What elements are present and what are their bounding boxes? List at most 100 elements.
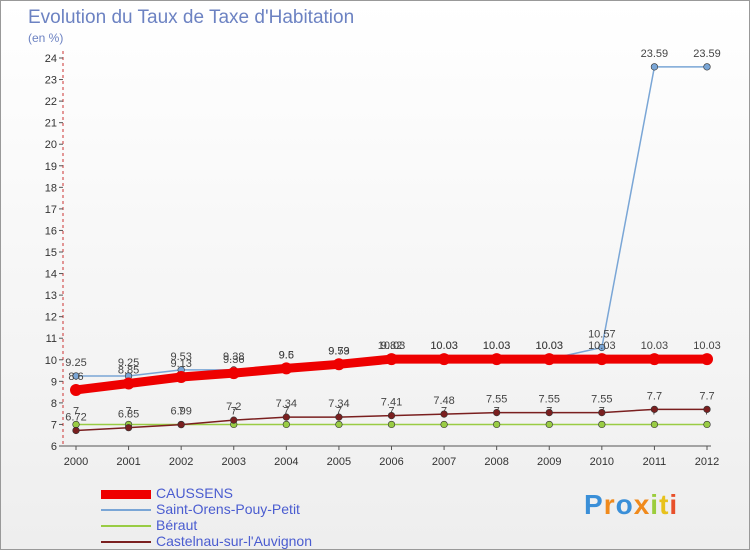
x-tick-label-2006: 2006 [379,456,403,468]
data-label-caussens: 9.13 [170,358,191,370]
y-tick-label-6: 6 [51,441,57,453]
legend-label-saint-orens-pouy-petit: Saint-Orens-Pouy-Petit [156,501,300,517]
data-point-caussens [227,367,240,380]
y-tick-label-20: 20 [45,139,57,151]
data-label-saint-orens-pouy-petit: 10.03 [483,340,511,352]
x-tick-label-2012: 2012 [695,456,719,468]
data-label-castelnau-sur-l-auvignon: 6.85 [118,409,139,421]
y-tick-label-17: 17 [45,204,57,216]
data-point-castelnau-sur-l-auvignon [650,405,659,413]
data-point-castelnau-sur-l-auvignon [124,424,133,432]
data-point-castelnau-sur-l-auvignon [703,405,711,413]
data-point-caussens [595,353,608,366]
y-tick-label-19: 19 [45,161,57,173]
data-point-caussens [701,353,713,366]
y-tick-label-7: 7 [51,419,57,431]
data-point-castelnau-sur-l-auvignon [177,421,185,429]
data-label-caussens: 8.85 [118,364,139,376]
data-label-caussens: 9.82 [381,340,402,352]
x-tick-label-2004: 2004 [274,456,298,468]
logo-letter: o [615,489,634,520]
legend-swatch-b-raut [101,525,151,527]
data-point-caussens [332,358,345,371]
legend-item-caussens: CAUSSENS [101,485,361,502]
data-point-castelnau-sur-l-auvignon [230,416,238,424]
data-label-saint-orens-pouy-petit: 23.59 [693,48,721,60]
data-label-castelnau-sur-l-auvignon: 7.34 [276,398,297,410]
data-label-saint-orens-pouy-petit: 23.59 [641,48,669,60]
data-point-b-raut [493,420,501,429]
legend: CAUSSENS Saint-Orens-Pouy-Petit Béraut Cast… [101,485,361,550]
data-point-castelnau-sur-l-auvignon [545,408,553,417]
logo-letter: r [603,489,616,520]
logo-letter: i [669,489,679,520]
y-tick-label-21: 21 [45,118,57,130]
x-tick-label-2003: 2003 [222,456,246,468]
x-tick-label-2002: 2002 [169,456,193,468]
data-point-caussens [280,362,293,375]
x-tick-label-2008: 2008 [484,456,508,468]
data-point-castelnau-sur-l-auvignon [335,413,343,421]
x-tick-label-2000: 2000 [64,456,88,468]
data-point-saint-orens-pouy-petit [650,63,659,71]
legend-item-saint-orens-pouy-petit: Saint-Orens-Pouy-Petit [101,501,361,518]
chart-title: Evolution du Taux de Taxe d'Habitation [28,7,355,28]
data-point-castelnau-sur-l-auvignon [72,426,80,435]
data-point-castelnau-sur-l-auvignon [493,408,501,417]
legend-swatch-caussens [101,490,151,499]
legend-swatch-castelnau-sur-l-auvignon [101,541,151,543]
data-point-caussens [438,353,451,366]
data-label-castelnau-sur-l-auvignon: 7.55 [591,394,612,406]
data-point-b-raut [545,420,553,429]
data-point-b-raut [335,420,343,429]
data-label-saint-orens-pouy-petit: 10.03 [378,340,406,352]
data-label-saint-orens-pouy-petit: 10.03 [430,340,458,352]
y-tick-label-12: 12 [45,312,57,324]
data-label-caussens: 10.03 [693,340,721,352]
data-label-caussens: 9.53 [328,345,349,357]
legend-label-castelnau-sur-l-auvignon: Castelnau-sur-l'Auvignon [156,533,312,549]
data-point-castelnau-sur-l-auvignon [387,412,396,420]
data-label-castelnau-sur-l-auvignon: 7.7 [647,390,662,402]
data-label-saint-orens-pouy-petit: 10.57 [588,328,616,340]
data-label-saint-orens-pouy-petit: 9.25 [65,357,86,369]
x-tick-label-2005: 2005 [327,456,351,468]
data-label-saint-orens-pouy-petit: 9.6 [279,349,294,361]
data-point-caussens [648,353,661,366]
data-label-saint-orens-pouy-petit: 10.03 [535,340,563,352]
data-label-castelnau-sur-l-auvignon: 7.48 [433,395,454,407]
data-point-b-raut [387,420,396,429]
data-point-caussens [70,383,82,396]
x-tick-label-2001: 2001 [116,456,140,468]
data-label-castelnau-sur-l-auvignon: 7.7 [699,390,714,402]
data-label-castelnau-sur-l-auvignon: 6.99 [170,406,191,418]
proxiti-logo: Proxiti [584,489,678,521]
legend-label-b-raut: Béraut [156,517,198,533]
data-label-saint-orens-pouy-petit: 9.25 [118,357,139,369]
data-label-castelnau-sur-l-auvignon: 7.2 [226,401,241,413]
y-tick-label-18: 18 [45,182,57,194]
data-point-b-raut [703,420,711,429]
data-label-b-raut: 7 [388,405,394,417]
data-point-castelnau-sur-l-auvignon [598,408,606,417]
data-label-castelnau-sur-l-auvignon: 6.72 [65,411,86,423]
y-tick-label-11: 11 [46,333,57,345]
data-point-caussens [122,377,135,390]
data-label-b-raut: 7 [126,405,132,417]
data-label-castelnau-sur-l-auvignon: 7.34 [328,398,349,410]
data-point-caussens [175,371,188,384]
data-label-saint-orens-pouy-petit: 9.38 [223,351,244,363]
data-point-castelnau-sur-l-auvignon [282,413,290,421]
data-label-caussens: 10.03 [641,340,669,352]
y-tick-label-23: 23 [45,75,57,87]
logo-letter: t [659,489,670,520]
data-point-b-raut [598,420,606,429]
y-tick-label-8: 8 [51,398,57,410]
y-tick-label-10: 10 [45,355,57,367]
logo-letter: x [633,489,651,520]
data-label-b-raut: 7 [283,405,289,417]
data-label-caussens: 10.03 [430,340,458,352]
x-tick-label-2010: 2010 [590,456,614,468]
data-point-saint-orens-pouy-petit [598,343,606,352]
data-point-castelnau-sur-l-auvignon [440,410,448,418]
